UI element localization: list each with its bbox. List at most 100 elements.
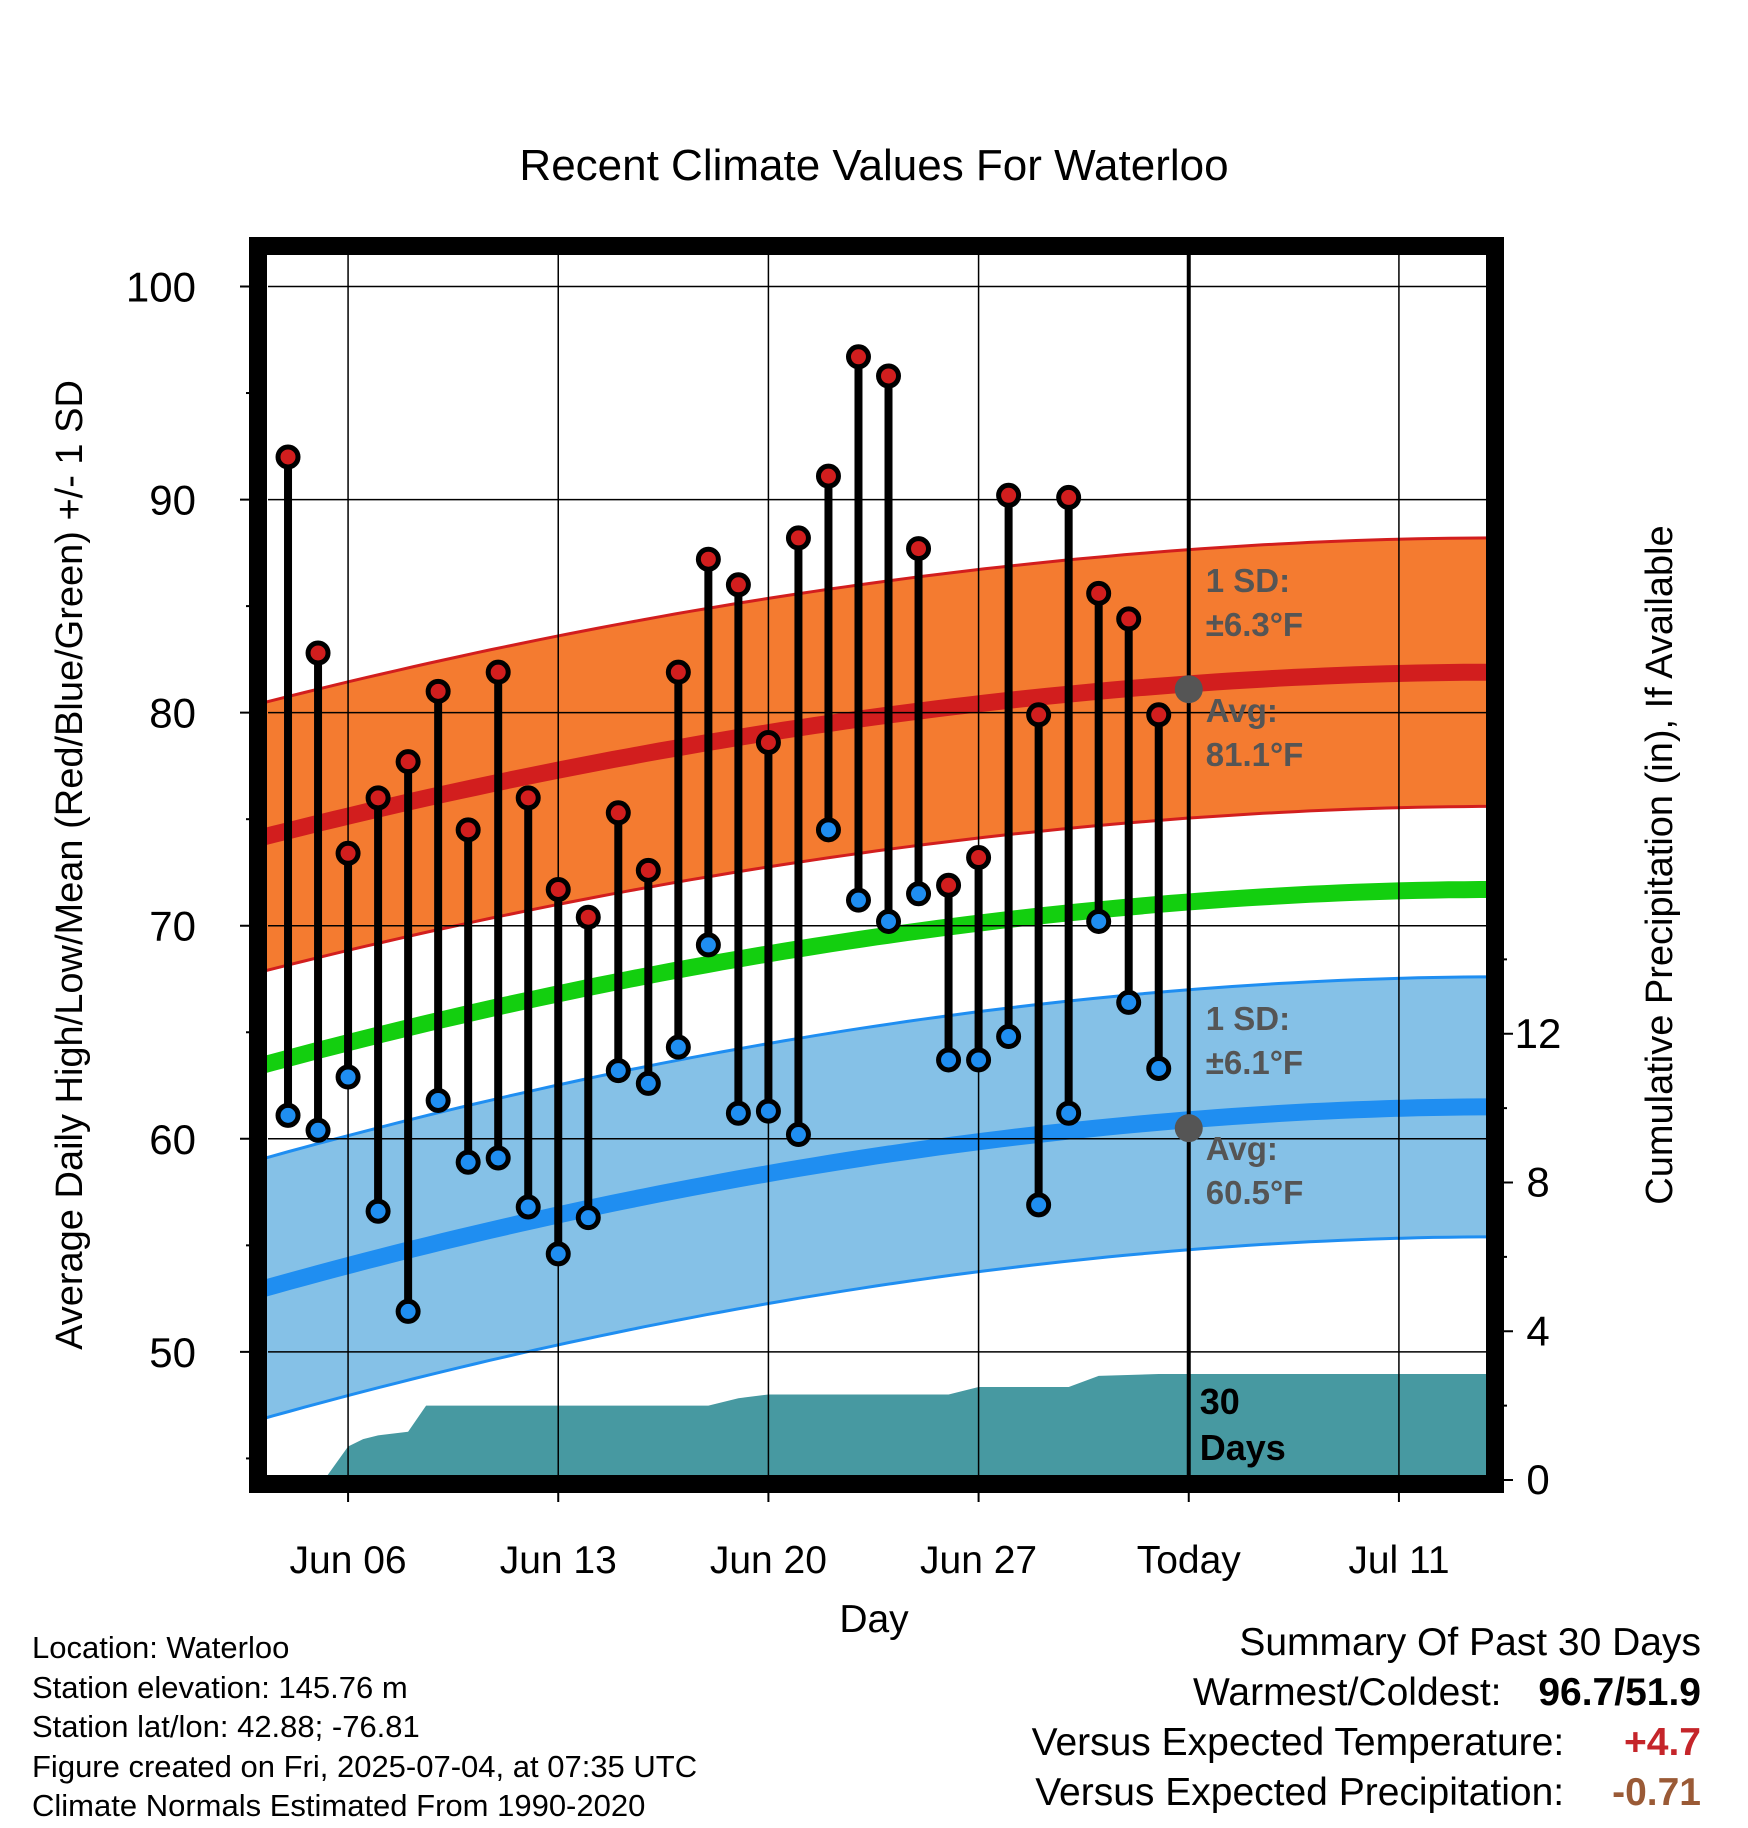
daily-high-point	[996, 482, 1022, 508]
daily-low-point	[545, 1241, 571, 1267]
low-sd-label: 1 SD:	[1206, 1000, 1290, 1037]
high-average-line	[260, 663, 1493, 847]
high-average-today-marker	[1174, 675, 1203, 704]
y2-tick-label: 4	[1526, 1307, 1549, 1354]
temp-label: Versus Expected Temperature:	[1031, 1721, 1565, 1764]
daily-low-point	[1086, 908, 1112, 934]
daily-low-point	[275, 1102, 301, 1128]
y-axis-title: Average Daily High/Low/Mean (Red/Blue/Gr…	[49, 380, 91, 1350]
daily-low-point	[455, 1149, 481, 1175]
extremes-value: 96.7/51.9	[1538, 1668, 1701, 1718]
low-sd-band	[260, 976, 1493, 1420]
low-avg-value: 60.5°F	[1206, 1174, 1304, 1211]
daily-high-point	[906, 536, 932, 562]
high-sd-value: ±6.3°F	[1206, 606, 1303, 643]
daily-low-point	[575, 1205, 601, 1231]
daily-low-point	[665, 1034, 691, 1060]
daily-high-point	[335, 840, 361, 866]
daily-low-point	[785, 1122, 811, 1148]
elevation-text: Station elevation: 145.76 m	[32, 1669, 408, 1705]
daily-high-point	[1086, 580, 1112, 606]
summary-precip: Versus Expected Precipitation: -0.71	[1032, 1768, 1701, 1818]
daily-high-point	[695, 546, 721, 572]
station-info: Location: Waterloo Station elevation: 14…	[32, 1628, 697, 1826]
daily-low-point	[305, 1117, 331, 1143]
low-avg-label: Avg:	[1206, 1130, 1278, 1167]
low-sd-lower-line	[260, 1235, 1493, 1422]
y-tick-label: 70	[149, 903, 196, 950]
daily-high-point	[455, 817, 481, 843]
daily-high-point	[1146, 702, 1172, 728]
summary-temp: Versus Expected Temperature: +4.7	[1032, 1718, 1701, 1768]
daily-low-point	[966, 1047, 992, 1073]
daily-high-point	[815, 463, 841, 489]
y2-tick-label: 8	[1526, 1159, 1549, 1206]
x-tick-label: Jun 06	[290, 1539, 407, 1582]
temp-value: +4.7	[1624, 1721, 1701, 1764]
summary-title: Summary Of Past 30 Days	[1239, 1621, 1701, 1664]
x-axis-title: Day	[839, 1598, 909, 1641]
daily-low-point	[695, 932, 721, 958]
latlon-text: Station lat/lon: 42.88; -76.81	[32, 1709, 420, 1744]
y-tick-label: 100	[126, 263, 196, 310]
daily-high-point	[545, 877, 571, 903]
daily-low-point	[1146, 1055, 1172, 1081]
mean-average-line	[260, 881, 1493, 1075]
x-tick-label: Jun 13	[500, 1539, 617, 1582]
daily-low-point	[906, 881, 932, 907]
low-average-line	[260, 1098, 1493, 1299]
daily-low-point	[725, 1100, 751, 1126]
daily-low-point	[635, 1070, 661, 1096]
high-sd-lower-line	[260, 804, 1493, 974]
y2-tick-label: 0	[1526, 1456, 1549, 1503]
daily-low-point	[335, 1064, 361, 1090]
daily-high-point	[605, 800, 631, 826]
precip-value: -0.71	[1612, 1771, 1701, 1814]
y-tick-label: 60	[149, 1116, 196, 1163]
daily-low-point	[996, 1024, 1022, 1050]
extremes-separator: /	[1614, 1671, 1626, 1714]
precip-label: Versus Expected Precipitation:	[1035, 1771, 1565, 1814]
extremes-label: Warmest/Coldest:	[1193, 1671, 1502, 1714]
daily-low-point	[425, 1087, 451, 1113]
daily-high-point	[575, 904, 601, 930]
daily-low-point	[1026, 1192, 1052, 1218]
location-text: Location: Waterloo	[32, 1630, 290, 1665]
x-tick-label: Jun 20	[710, 1539, 827, 1582]
days-label-number: 30	[1200, 1381, 1240, 1422]
warmest-value: 96.7	[1538, 1671, 1615, 1714]
y2-tick-label: 12	[1515, 1010, 1562, 1057]
plot-frame	[249, 237, 1504, 1493]
daily-high-point	[755, 729, 781, 755]
daily-high-point	[936, 872, 962, 898]
precipitation-area	[260, 1374, 1493, 1480]
normals-text: Climate Normals Estimated From 1990-2020	[32, 1788, 646, 1823]
daily-low-point	[815, 817, 841, 843]
daily-high-point	[1056, 484, 1082, 510]
low-sd-value: ±6.1°F	[1206, 1044, 1303, 1081]
low-average-today-marker	[1174, 1114, 1203, 1143]
daily-high-point	[845, 344, 871, 370]
daily-low-point	[936, 1047, 962, 1073]
summary-panel: Summary Of Past 30 Days Warmest/Coldest:…	[1032, 1618, 1701, 1818]
y-tick-label: 50	[149, 1329, 196, 1376]
high-sd-band	[260, 537, 1493, 973]
daily-high-point	[665, 659, 691, 685]
daily-low-point	[1056, 1100, 1082, 1126]
daily-low-point	[845, 887, 871, 913]
high-avg-label: Avg:	[1206, 692, 1278, 729]
daily-low-point	[755, 1098, 781, 1124]
daily-low-point	[605, 1058, 631, 1084]
daily-high-point	[785, 525, 811, 551]
daily-low-point	[485, 1145, 511, 1171]
high-sd-upper-line	[260, 536, 1493, 706]
daily-low-point	[515, 1194, 541, 1220]
daily-high-point	[1026, 702, 1052, 728]
daily-high-point	[395, 749, 421, 775]
daily-low-point	[395, 1298, 421, 1324]
x-tick-label: Jun 27	[920, 1539, 1037, 1582]
summary-extremes: Warmest/Coldest: 96.7/51.9	[1032, 1668, 1701, 1718]
daily-high-point	[425, 678, 451, 704]
daily-high-point	[515, 785, 541, 811]
